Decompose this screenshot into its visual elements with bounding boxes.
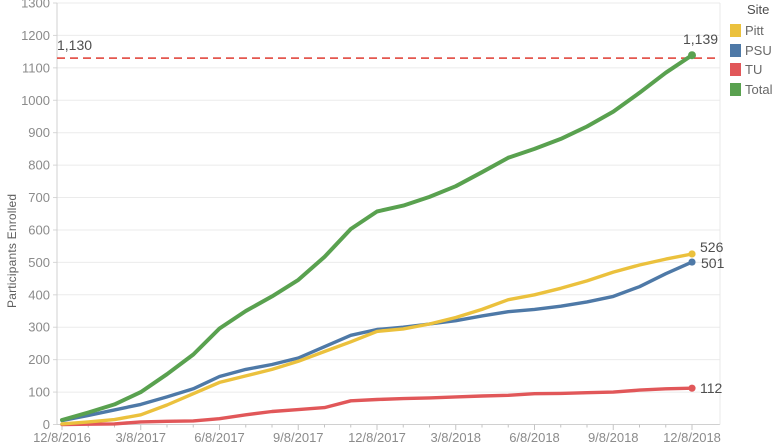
svg-text:12/8/2016: 12/8/2016 (33, 430, 91, 445)
legend-item-label: PSU (745, 42, 772, 58)
svg-text:1200: 1200 (21, 28, 50, 43)
legend-item-pitt[interactable]: Pitt (728, 21, 778, 41)
svg-text:3/8/2018: 3/8/2018 (430, 430, 481, 445)
svg-text:400: 400 (28, 287, 50, 302)
svg-text:500: 500 (28, 255, 50, 270)
psu-end-label: 501 (701, 255, 725, 271)
svg-text:300: 300 (28, 320, 50, 335)
tu-end-label: 112 (700, 380, 723, 396)
svg-text:12/8/2017: 12/8/2017 (348, 430, 406, 445)
svg-text:12/8/2018: 12/8/2018 (663, 430, 721, 445)
legend-item-label: TU (745, 62, 763, 78)
svg-text:6/8/2017: 6/8/2017 (194, 430, 245, 445)
total-end-label: 1,139 (683, 31, 719, 47)
svg-text:3/8/2017: 3/8/2017 (115, 430, 166, 445)
svg-text:6/8/2018: 6/8/2018 (509, 430, 560, 445)
legend-title: Site (747, 2, 770, 17)
svg-text:200: 200 (28, 352, 50, 367)
svg-text:900: 900 (28, 125, 50, 140)
legend-item-label: Pitt (745, 23, 764, 39)
tu-color-swatch (730, 63, 741, 77)
svg-text:1000: 1000 (21, 93, 50, 108)
legend-item-psu[interactable]: PSU (728, 41, 778, 61)
svg-text:9/8/2018: 9/8/2018 (588, 430, 639, 445)
legend-item-tu[interactable]: TU (728, 60, 778, 80)
svg-text:9/8/2017: 9/8/2017 (273, 430, 324, 445)
ref-line-label: 1,130 (57, 37, 93, 53)
pitt-end-label: 526 (700, 239, 724, 255)
svg-text:1100: 1100 (22, 60, 50, 75)
legend: Site Pitt PSU TU Total (728, 2, 778, 99)
legend-item-label: Total (745, 81, 773, 97)
svg-text:1300: 1300 (21, 0, 50, 11)
svg-text:600: 600 (28, 222, 50, 237)
svg-text:100: 100 (28, 385, 50, 400)
total-color-swatch (730, 82, 741, 96)
legend-item-total[interactable]: Total (728, 80, 778, 100)
svg-text:0: 0 (43, 417, 50, 432)
pitt-color-swatch (730, 24, 741, 38)
svg-text:800: 800 (28, 158, 50, 173)
svg-text:700: 700 (28, 190, 50, 205)
psu-color-swatch (730, 43, 741, 57)
